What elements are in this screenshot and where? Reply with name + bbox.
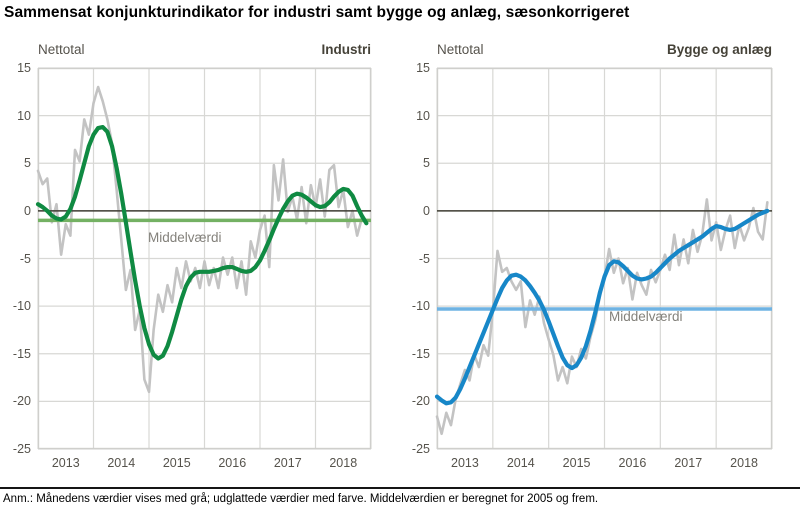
- y-tick-label: -20: [411, 394, 430, 409]
- y-tick-label: -25: [411, 442, 430, 456]
- y-tick-label: 0: [423, 203, 430, 218]
- panel-bygge-og-anlaeg: Nettotal Bygge og anlæg Middelværdi 15 10…: [412, 42, 773, 470]
- x-year-label: 2015: [162, 456, 191, 470]
- panel-industri: Nettotal Industri Middelværdi 15 10 5 0 -5 -1…: [13, 42, 372, 470]
- y-tick-label: -5: [418, 251, 430, 266]
- y-tick-label: -10: [411, 299, 430, 314]
- plot-bygge-og-anlaeg: [434, 67, 773, 450]
- x-year-label: 2015: [562, 456, 591, 470]
- x-year-label: 2017: [674, 456, 703, 470]
- x-year-label: 2013: [51, 456, 80, 470]
- y-tick-label: 5: [423, 156, 430, 171]
- y-tick-label: 10: [17, 108, 31, 123]
- monthly-series-line: [36, 85, 368, 394]
- x-year-label: 2014: [107, 456, 136, 470]
- y-tick-label: -10: [12, 299, 31, 314]
- panel-title-industri: Industri: [321, 42, 372, 57]
- y-tick-label: 15: [416, 61, 430, 75]
- x-year-label: 2016: [218, 456, 247, 470]
- x-year-label: 2014: [506, 456, 535, 470]
- plot-border: [38, 68, 371, 449]
- y-tick-label: 15: [17, 61, 31, 75]
- monthly-series-line: [435, 198, 769, 436]
- footnote-text: Anm.: Månedens værdier vises med grå; ud…: [3, 493, 599, 505]
- y-tick-label: -25: [12, 442, 31, 456]
- y-tick-label: -15: [12, 346, 31, 361]
- x-year-label: 2018: [730, 456, 758, 470]
- x-year-label: 2018: [329, 456, 358, 470]
- y-tick-label: -20: [12, 394, 31, 409]
- chart-title: Sammensat konjunkturindikator for indust…: [4, 4, 630, 21]
- smoothed-series-line: [35, 124, 369, 361]
- x-year-label: 2017: [273, 456, 302, 470]
- y-axis-unit-label: Nettotal: [437, 42, 484, 57]
- smoothed-series-line: [434, 208, 770, 406]
- y-tick-label: -15: [411, 346, 430, 361]
- panel-title-bygge-og-anlaeg: Bygge og anlæg: [666, 42, 772, 57]
- footnote-divider: [0, 487, 800, 489]
- y-tick-label: 0: [24, 203, 31, 218]
- plot-border: [437, 68, 772, 449]
- mean-value-label: Middelværdi: [148, 230, 222, 245]
- y-tick-label: 10: [416, 108, 430, 123]
- y-tick-label: 5: [24, 156, 31, 171]
- plot-industri: [35, 67, 372, 450]
- y-axis-unit-label: Nettotal: [38, 42, 85, 57]
- x-year-label: 2013: [451, 456, 479, 470]
- mean-value-label: Middelværdi: [609, 309, 683, 324]
- x-year-label: 2016: [618, 456, 647, 470]
- y-tick-label: -5: [19, 251, 31, 266]
